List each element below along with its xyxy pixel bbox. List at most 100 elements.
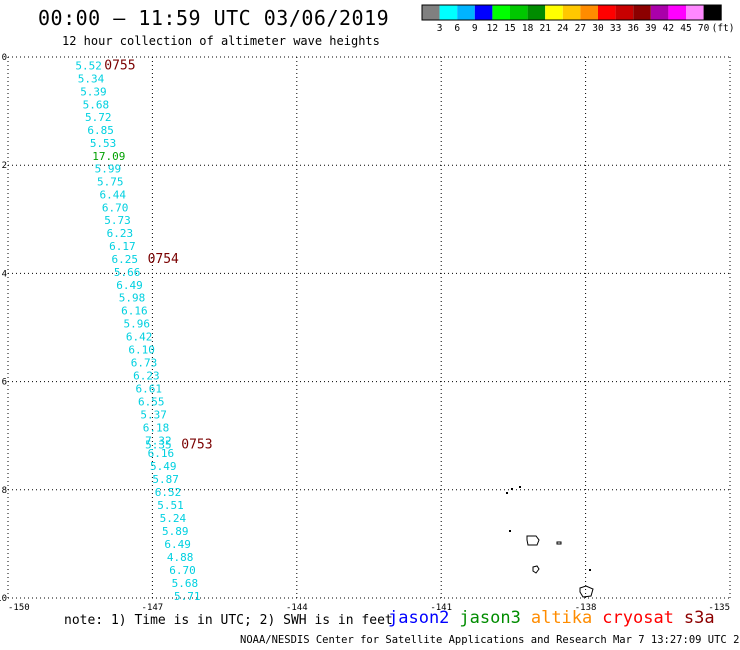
wave-height-label: 6.18 [143, 422, 170, 435]
y-tick-label: -2 [0, 161, 7, 171]
colorbar-swatch [562, 5, 581, 20]
wave-height-label: 5.75 [97, 175, 124, 188]
wave-height-label: 6.61 [136, 383, 163, 396]
colorbar-label: 33 [610, 23, 621, 34]
wave-height-label: 5.71 [174, 590, 201, 603]
colorbar-label: 21 [539, 23, 551, 34]
colorbar-legend: 3 6 9 12 15 18 21 24 27 30 33 36 39 42 45 70 (ft) [421, 4, 735, 34]
colorbar-label: 30 [592, 23, 604, 34]
wave-height-label: 5.49 [150, 460, 177, 473]
sat-s3a: s3a [683, 608, 715, 628]
sat-cryosat: cryosat [602, 608, 674, 628]
wave-height-label: 6.16 [148, 447, 175, 460]
islet [509, 530, 511, 532]
colorbar-label: 27 [575, 23, 586, 34]
colorbar-label: 12 [487, 23, 498, 34]
colorbar-swatch [580, 5, 598, 20]
colorbar-label: 15 [504, 23, 515, 34]
chart-subtitle: 12 hour collection of altimeter wave hei… [62, 34, 380, 48]
wave-height-label: 6.49 [116, 279, 143, 292]
wave-height-label: 6.85 [87, 124, 114, 137]
island-shape [532, 565, 540, 574]
colorbar-swatch [615, 5, 634, 20]
island-shape [556, 541, 562, 545]
colorbar-swatch [686, 5, 704, 20]
wave-height-label: 6.70 [169, 564, 196, 577]
wave-height-label: 5.98 [119, 292, 146, 305]
wave-height-label: 5.68 [172, 577, 199, 590]
colorbar-label: 18 [522, 23, 534, 34]
colorbar-swatch [545, 5, 563, 20]
colorbar-frame [421, 4, 722, 21]
colorbar-swatch [527, 5, 546, 20]
wave-height-label: 6.49 [164, 538, 191, 551]
colorbar-label: 9 [472, 23, 478, 34]
colorbar-label: 39 [645, 23, 657, 34]
colorbar-swatch [668, 5, 686, 20]
colorbar-label: 45 [680, 23, 691, 34]
wave-height-label: 5.34 [78, 73, 105, 86]
islet [506, 492, 508, 494]
islet [589, 569, 591, 571]
sat-jason3: jason3 [459, 608, 521, 628]
wave-height-label: 4.88 [167, 551, 194, 564]
colorbar-swatch [492, 5, 510, 20]
colorbar-swatch [474, 5, 493, 20]
colorbar-label: 3 [437, 23, 443, 34]
colorbar-swatch [510, 5, 528, 20]
wave-height-label: 5.73 [104, 214, 130, 227]
wave-height-label: 5.72 [85, 111, 112, 124]
island-shape [526, 535, 540, 546]
colorbar-label: 6 [454, 23, 460, 34]
colorbar-label: 42 [663, 23, 674, 34]
wave-height-label: 6.17 [109, 240, 136, 253]
wave-height-label: 5.35 [145, 438, 172, 451]
wave-height-label: 6.23 [133, 370, 160, 383]
x-tick-label: -138 [575, 603, 597, 613]
time-label: 0755 [104, 59, 135, 74]
colorbar-swatch [457, 5, 475, 20]
credit-line: NOAA/NESDIS Center for Satellite Applica… [240, 634, 740, 646]
wave-height-label: 5.37 [140, 409, 167, 422]
y-tick-label: 0 [2, 53, 7, 63]
wave-height-label: 7.32 [145, 435, 172, 448]
colorbar-swatch [439, 5, 458, 20]
wave-height-label: 6.73 [131, 357, 158, 370]
wave-height-label: 6.25 [111, 253, 138, 266]
wave-height-label: 6.70 [102, 201, 129, 214]
y-tick-label: -10 [0, 594, 7, 604]
wave-height-label: 5.96 [124, 318, 150, 331]
x-tick-label: -135 [708, 603, 730, 613]
wave-height-label: 5.53 [90, 137, 117, 150]
wave-height-label: 5.51 [157, 499, 184, 512]
wave-height-label: 5.24 [160, 512, 187, 525]
wave-height-label: 5.89 [162, 525, 189, 538]
satellite-legend: jason2 jason3 altika cryosat s3a [388, 608, 725, 628]
wave-height-label: 6.44 [99, 188, 126, 201]
y-tick-label: -6 [0, 378, 7, 388]
colorbar-unit: (ft) [712, 23, 735, 34]
wave-height-label: 5.68 [83, 99, 110, 112]
wave-height-label: 6.16 [121, 305, 148, 318]
wave-height-label: 6.52 [155, 486, 182, 499]
footnote: note: 1) Time is in UTC; 2) SWH is in fe… [64, 613, 393, 628]
chart-title: 00:00 – 11:59 UTC 03/06/2019 [38, 6, 390, 30]
island-outlines [506, 486, 594, 598]
sat-jason2: jason2 [388, 608, 450, 628]
x-tick-label: -141 [430, 603, 452, 613]
islet [519, 486, 521, 488]
colorbar-swatch [422, 5, 440, 20]
wave-height-label: 6.42 [126, 331, 153, 344]
colorbar-label: 24 [557, 23, 569, 34]
wave-height-label: 6.10 [128, 344, 155, 357]
colorbar-label: 70 [698, 23, 710, 34]
colorbar-swatch [633, 5, 651, 20]
islet [511, 488, 513, 490]
colorbar-swatch [598, 5, 616, 20]
wave-height-label: 17.09 [92, 150, 125, 163]
colorbar-swatch [650, 5, 669, 20]
time-label: 0753 [181, 437, 212, 452]
x-tick-label: -147 [142, 603, 164, 613]
wave-height-label: 5.39 [80, 86, 107, 99]
